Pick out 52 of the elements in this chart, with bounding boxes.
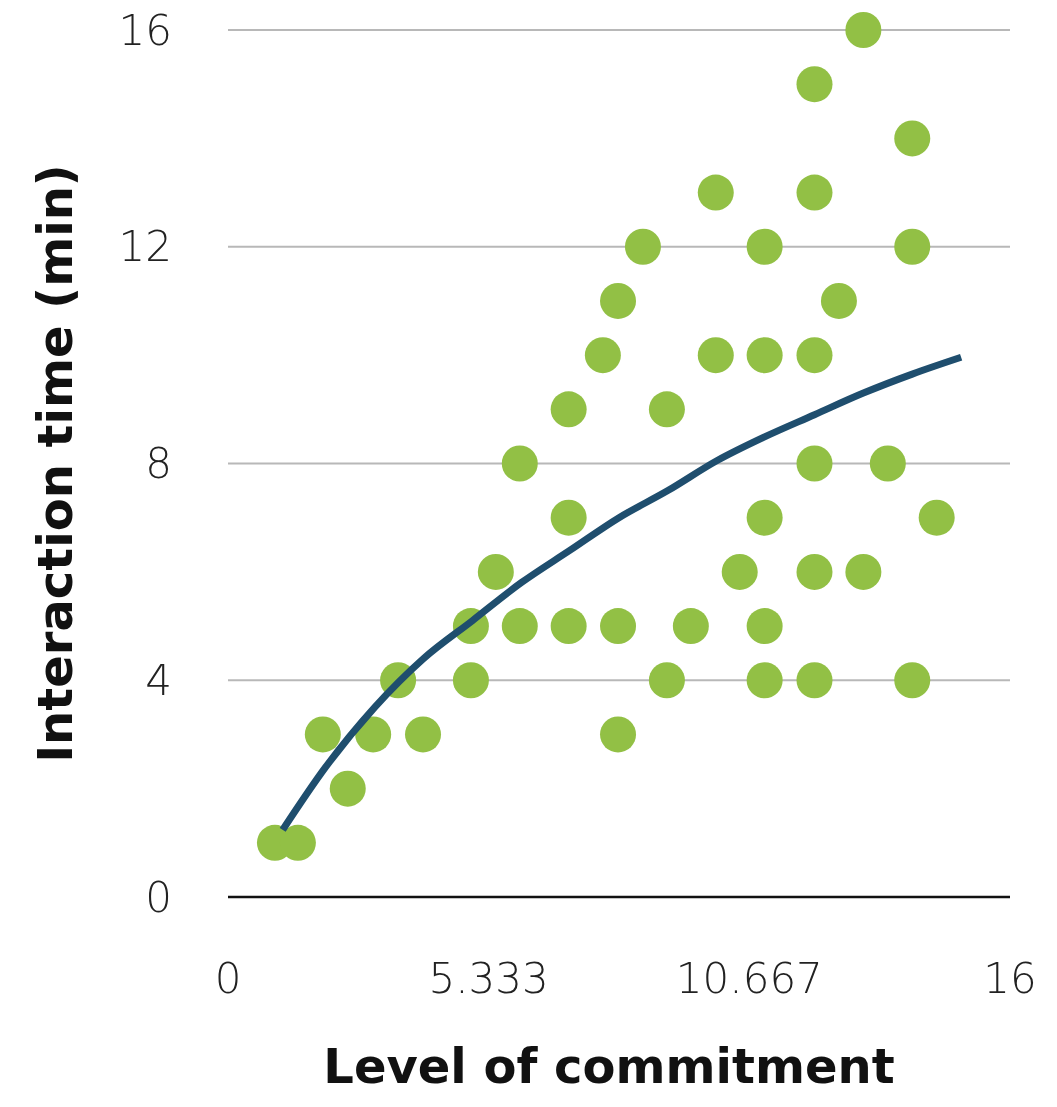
point xyxy=(894,662,931,699)
x-tick-label: 5.333 xyxy=(428,953,549,1003)
y-tick-label: 4 xyxy=(145,655,172,705)
x-axis-title: Level of commitment xyxy=(323,1038,895,1094)
point xyxy=(405,716,442,753)
point xyxy=(796,174,833,211)
point xyxy=(746,337,783,374)
point xyxy=(501,608,538,645)
point xyxy=(796,66,833,103)
y-axis-title: Interaction time (min) xyxy=(27,164,83,763)
point xyxy=(648,662,685,699)
point xyxy=(845,553,882,590)
point xyxy=(721,553,758,590)
point xyxy=(477,553,514,590)
point xyxy=(697,174,734,211)
x-tick-label: 0 xyxy=(214,953,242,1003)
point xyxy=(796,662,833,699)
y-tick-label: 0 xyxy=(145,872,172,922)
point xyxy=(600,282,637,319)
point xyxy=(746,499,783,536)
point xyxy=(624,228,661,265)
point xyxy=(501,445,538,482)
point xyxy=(894,120,931,157)
y-tick-label: 16 xyxy=(118,5,172,55)
y-tick-label: 8 xyxy=(145,439,172,488)
point xyxy=(600,716,637,753)
point xyxy=(697,337,734,374)
point xyxy=(746,662,783,699)
point xyxy=(796,553,833,590)
point xyxy=(796,445,833,482)
point xyxy=(550,499,587,536)
point xyxy=(452,662,489,699)
x-tick-label: 16 xyxy=(983,953,1037,1003)
point xyxy=(329,770,366,807)
y-tick-label: 12 xyxy=(118,222,172,272)
point xyxy=(355,716,392,753)
point xyxy=(869,445,906,482)
point xyxy=(600,608,637,645)
point xyxy=(584,337,621,374)
point xyxy=(845,12,882,48)
point xyxy=(796,337,833,374)
point xyxy=(550,391,587,428)
point xyxy=(918,499,955,536)
point xyxy=(648,391,685,428)
x-tick-label: 10.667 xyxy=(675,953,823,1003)
point xyxy=(746,608,783,645)
point xyxy=(894,228,931,265)
point xyxy=(746,228,783,265)
point xyxy=(304,716,341,753)
point xyxy=(672,608,709,645)
point xyxy=(550,608,587,645)
point xyxy=(820,282,857,319)
